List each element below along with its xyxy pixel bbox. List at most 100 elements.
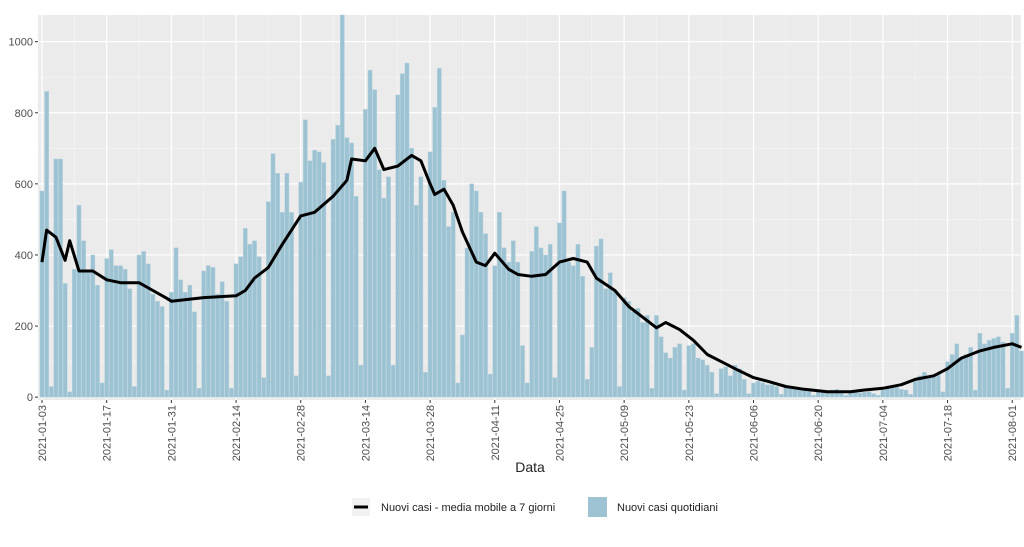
- bar: [501, 247, 507, 398]
- bar: [76, 204, 82, 398]
- bar: [723, 366, 729, 398]
- bar: [155, 300, 160, 398]
- bar: [566, 261, 571, 398]
- x-tick-label: 2021-08-01: [1007, 405, 1019, 461]
- bar: [760, 382, 766, 398]
- bar: [746, 393, 752, 398]
- bar: [575, 244, 581, 398]
- bar: [908, 394, 913, 398]
- bar: [862, 391, 867, 398]
- bar: [718, 368, 724, 398]
- bar: [709, 372, 715, 398]
- bar: [695, 357, 701, 398]
- bar: [413, 204, 419, 398]
- x-tick-label: 2021-06-20: [813, 405, 825, 461]
- bar: [843, 395, 849, 398]
- bar: [316, 151, 322, 398]
- x-tick-label: 2021-04-25: [554, 405, 566, 461]
- bar: [755, 380, 761, 398]
- bar: [626, 300, 632, 398]
- bar: [515, 261, 521, 398]
- bar: [936, 373, 941, 398]
- bar: [58, 158, 63, 398]
- bar: [714, 393, 719, 398]
- bar: [146, 263, 151, 398]
- bar: [85, 272, 91, 398]
- bar: [806, 390, 812, 398]
- bar: [247, 244, 253, 398]
- bar: [737, 368, 742, 398]
- bar: [871, 393, 876, 398]
- x-tick-label: 2021-02-14: [231, 405, 243, 461]
- bar: [612, 290, 618, 398]
- bar: [321, 162, 327, 398]
- bar: [132, 386, 137, 398]
- bar: [81, 240, 86, 398]
- bar: [381, 197, 387, 398]
- bar: [312, 149, 317, 398]
- bar: [686, 345, 692, 398]
- bar: [460, 334, 465, 398]
- x-tick-label: 2021-01-31: [166, 405, 178, 461]
- x-tick-label: 2021-03-28: [425, 405, 437, 461]
- x-axis-title: Data: [515, 459, 545, 475]
- bar: [164, 389, 170, 398]
- bar: [487, 373, 493, 398]
- bar: [621, 297, 627, 398]
- bar: [455, 382, 461, 398]
- bar: [598, 238, 604, 398]
- x-tick-label: 2021-01-17: [102, 405, 114, 461]
- y-tick-label: 800: [15, 108, 33, 120]
- bar: [520, 345, 525, 398]
- bar: [109, 249, 114, 398]
- bar: [510, 240, 516, 398]
- bar: [811, 395, 816, 398]
- bar: [178, 279, 183, 398]
- bar: [367, 69, 373, 398]
- bar: [326, 375, 331, 398]
- y-tick-label: 600: [15, 179, 33, 191]
- bar: [330, 139, 336, 398]
- bar: [196, 388, 202, 398]
- x-tick-label: 2021-05-09: [619, 405, 631, 461]
- bar: [658, 336, 664, 398]
- bar: [219, 281, 225, 398]
- bar: [1014, 315, 1020, 398]
- legend-line-label: Nuovi casi - media mobile a 7 giorni: [381, 502, 555, 514]
- bar: [238, 256, 243, 398]
- bar: [945, 361, 950, 398]
- bar: [90, 254, 96, 398]
- bar: [580, 276, 585, 398]
- bar: [344, 137, 350, 398]
- bar: [386, 176, 391, 398]
- bar: [39, 190, 45, 398]
- bar: [547, 244, 553, 398]
- bar: [765, 384, 770, 398]
- bar: [1000, 341, 1006, 398]
- bar: [349, 142, 354, 398]
- bar: [589, 347, 595, 398]
- bar: [104, 258, 109, 398]
- bar: [1005, 388, 1010, 398]
- bar: [700, 359, 705, 398]
- bar: [423, 372, 428, 398]
- bar: [99, 382, 105, 398]
- bar: [363, 109, 368, 398]
- bar: [390, 364, 396, 398]
- bar: [584, 379, 590, 398]
- bar: [478, 212, 484, 398]
- bar: [62, 283, 68, 398]
- x-tick-label: 2021-07-18: [943, 405, 955, 461]
- bar: [233, 263, 239, 398]
- bar: [732, 364, 738, 398]
- bar: [275, 172, 280, 398]
- bar: [963, 354, 969, 398]
- bar: [298, 181, 304, 398]
- bar: [372, 89, 377, 398]
- x-tick-label: 2021-05-23: [684, 405, 696, 461]
- bar: [557, 222, 562, 398]
- bar: [899, 389, 904, 398]
- bar: [903, 389, 909, 398]
- bar: [894, 387, 900, 398]
- x-tick-label: 2021-02-28: [296, 405, 308, 461]
